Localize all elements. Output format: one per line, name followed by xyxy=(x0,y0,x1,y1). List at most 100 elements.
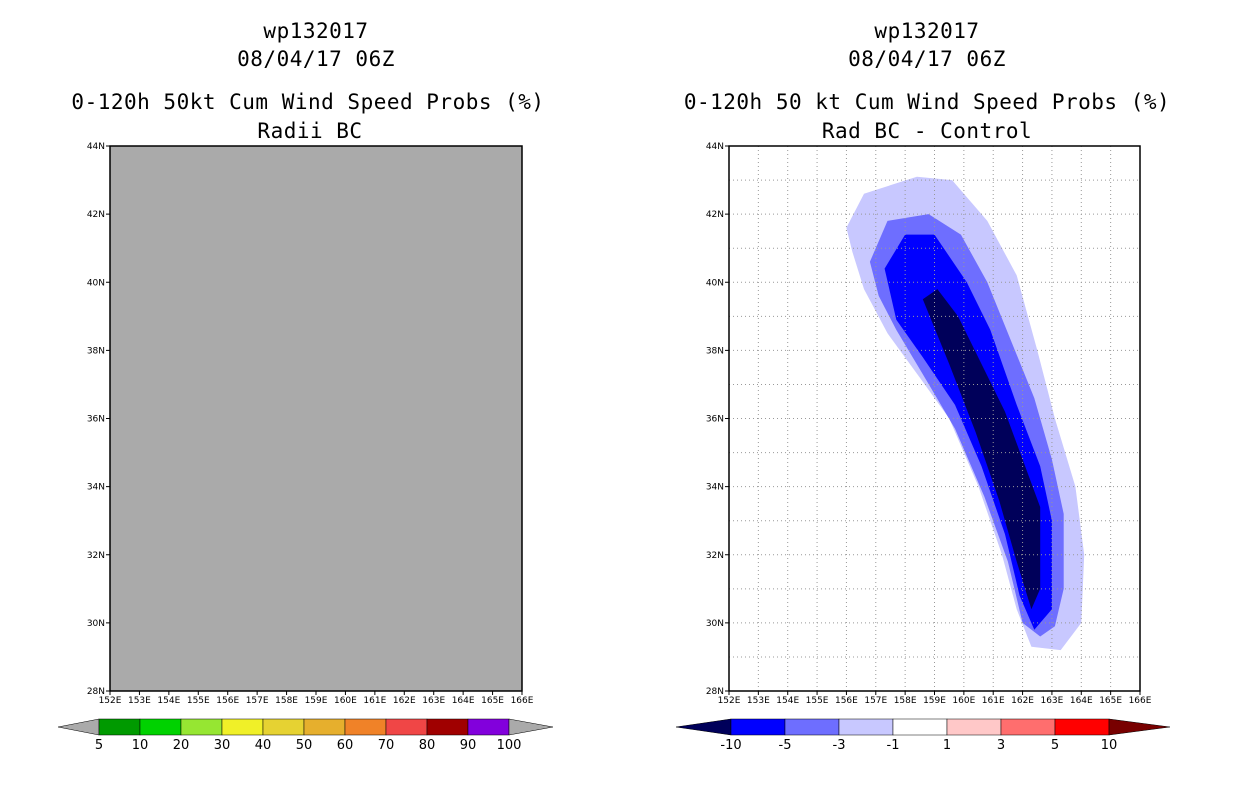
left-x-tick-label: 159E xyxy=(305,696,328,706)
left-y-tick-label: 32N xyxy=(87,551,105,561)
colorbar-label: 90 xyxy=(460,738,477,753)
right-x-tick-label: 154E xyxy=(776,696,799,706)
left-x-tick-label: 163E xyxy=(422,696,445,706)
right-panel-titles: wp132017 08/04/17 06Z 0-120h 50 kt Cum W… xyxy=(684,19,1170,143)
colorbar-label: 20 xyxy=(173,738,190,753)
left-x-tick-label: 166E xyxy=(511,696,534,706)
colorbar-label: 70 xyxy=(378,738,395,753)
right-title-subtitle: Rad BC - Control xyxy=(822,119,1032,143)
left-title-date: 08/04/17 06Z xyxy=(237,47,395,71)
colorbar-label: 30 xyxy=(214,738,231,753)
colorbar-label: 60 xyxy=(337,738,354,753)
left-y-tick-label: 44N xyxy=(87,142,105,152)
right-x-tick-label: 165E xyxy=(1099,696,1122,706)
right-gridlines xyxy=(729,146,1140,691)
left-x-tick-label: 162E xyxy=(393,696,416,706)
left-colorbar: 5 10 20 30 40 50 60 70 80 90 100 xyxy=(57,718,554,753)
right-x-tick-label: 159E xyxy=(923,696,946,706)
right-y-tick-label: 40N xyxy=(706,278,724,288)
left-x-tick-label: 154E xyxy=(157,696,180,706)
right-contour-fills xyxy=(846,176,1085,651)
right-y-axis-ticks: 28N 30N 32N 34N 36N 38N 40N 42N 44N xyxy=(706,142,729,697)
colorbar-label: 5 xyxy=(1051,738,1059,753)
left-x-tick-label: 152E xyxy=(99,696,122,706)
colorbar-label: 1 xyxy=(943,738,951,753)
right-y-tick-label: 30N xyxy=(706,619,724,629)
right-x-tick-label: 155E xyxy=(806,696,829,706)
right-plot: 152E 153E 154E 155E 156E 157E 158E 159E 160E 161E… xyxy=(706,142,1152,706)
colorbar-label: 3 xyxy=(997,738,1005,753)
colorbar-swatch xyxy=(221,718,264,736)
colorbar-swatch xyxy=(467,718,510,736)
colorbar-left-end-triangle xyxy=(57,718,100,736)
right-y-tick-label: 28N xyxy=(706,687,724,697)
left-x-axis-ticks: 152E 153E 154E 155E 156E 157E 158E 159E 160E 161E… xyxy=(99,691,534,706)
left-x-tick-label: 157E xyxy=(246,696,269,706)
right-y-tick-label: 32N xyxy=(706,551,724,561)
right-x-tick-label: 160E xyxy=(952,696,975,706)
colorbar-swatch xyxy=(139,718,182,736)
right-x-tick-label: 161E xyxy=(982,696,1005,706)
left-x-tick-label: 160E xyxy=(334,696,357,706)
right-plot-frame xyxy=(728,145,1141,692)
left-x-tick-label: 164E xyxy=(452,696,475,706)
left-panel-titles: wp132017 08/04/17 06Z 0-120h 50kt Cum Wi… xyxy=(71,19,544,143)
colorbar-label: -3 xyxy=(833,738,846,753)
right-x-tick-label: 163E xyxy=(1040,696,1063,706)
left-x-tick-label: 161E xyxy=(363,696,386,706)
colorbar-label: 40 xyxy=(255,738,272,753)
right-x-tick-label: 162E xyxy=(1011,696,1034,706)
right-x-tick-label: 164E xyxy=(1070,696,1093,706)
colorbar-high-end-triangle xyxy=(1108,718,1171,736)
left-x-tick-label: 153E xyxy=(128,696,151,706)
colorbar-swatch xyxy=(838,718,894,736)
right-x-tick-label: 153E xyxy=(747,696,770,706)
colorbar-swatch xyxy=(892,718,948,736)
left-plot: 152E 153E 154E 155E 156E 157E 158E 159E 160E 161E… xyxy=(87,142,534,706)
left-title-storm-id: wp132017 xyxy=(263,19,368,43)
right-y-tick-label: 34N xyxy=(706,483,724,493)
colorbar-label: 10 xyxy=(132,738,149,753)
left-y-axis-ticks: 28N 30N 32N 34N 36N 38N 40N 42N 44N xyxy=(87,142,110,697)
colorbar-swatch xyxy=(426,718,469,736)
colorbar-low-end-triangle xyxy=(675,718,732,736)
colorbar-swatch xyxy=(262,718,305,736)
left-y-tick-label: 30N xyxy=(87,619,105,629)
colorbar-swatch xyxy=(344,718,387,736)
left-y-tick-label: 38N xyxy=(87,346,105,356)
left-y-tick-label: 34N xyxy=(87,483,105,493)
left-plot-frame xyxy=(109,145,523,692)
colorbar-label: 50 xyxy=(296,738,313,753)
colorbar-label: -10 xyxy=(720,738,741,753)
colorbar-label: -1 xyxy=(887,738,900,753)
left-y-tick-label: 28N xyxy=(87,687,105,697)
right-x-tick-label: 166E xyxy=(1129,696,1152,706)
colorbar-swatch xyxy=(385,718,428,736)
right-colorbar: -10 -5 -3 -1 1 3 5 10 xyxy=(675,718,1171,753)
right-x-tick-label: 157E xyxy=(864,696,887,706)
colorbar-label: 10 xyxy=(1101,738,1118,753)
right-x-tick-label: 158E xyxy=(894,696,917,706)
colorbar-label: 5 xyxy=(95,738,103,753)
right-title-product: 0-120h 50 kt Cum Wind Speed Probs (%) xyxy=(684,90,1170,114)
left-x-tick-label: 156E xyxy=(216,696,239,706)
right-title-storm-id: wp132017 xyxy=(874,19,979,43)
colorbar-swatch xyxy=(1000,718,1056,736)
colorbar-swatch xyxy=(303,718,346,736)
colorbar-label: 100 xyxy=(497,738,522,753)
colorbar-swatch xyxy=(180,718,223,736)
colorbar-swatch xyxy=(784,718,840,736)
colorbar-right-end-triangle xyxy=(508,718,554,736)
left-y-tick-label: 36N xyxy=(87,415,105,425)
right-x-tick-label: 152E xyxy=(718,696,741,706)
colorbar-swatch xyxy=(1054,718,1110,736)
contour-level-3 xyxy=(922,289,1041,610)
left-x-tick-label: 155E xyxy=(187,696,210,706)
right-y-tick-label: 36N xyxy=(706,415,724,425)
left-title-product: 0-120h 50kt Cum Wind Speed Probs (%) xyxy=(71,90,544,114)
left-plot-field xyxy=(110,146,522,691)
left-y-tick-label: 40N xyxy=(87,278,105,288)
right-y-tick-label: 42N xyxy=(706,210,724,220)
right-x-axis-ticks: 152E 153E 154E 155E 156E 157E 158E 159E 160E 161E… xyxy=(718,691,1152,706)
